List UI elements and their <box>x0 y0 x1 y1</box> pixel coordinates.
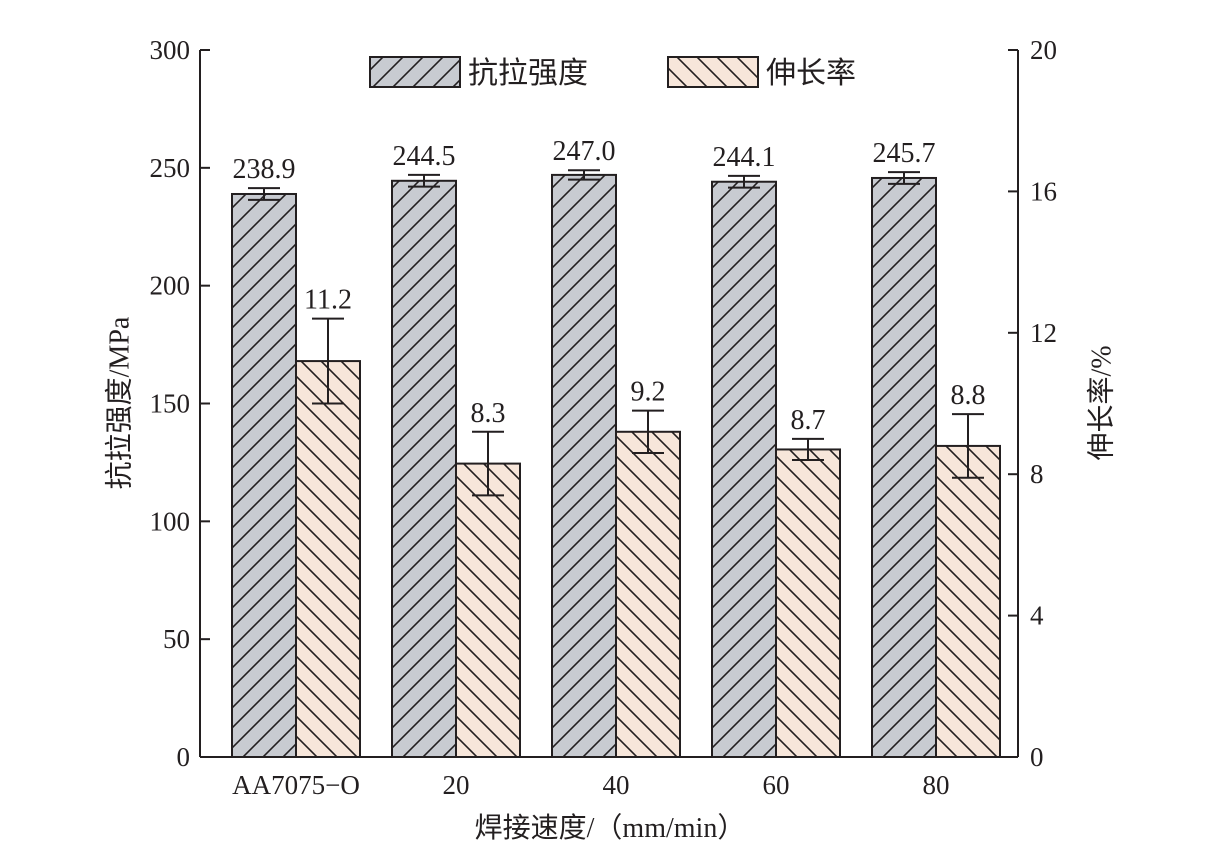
x-axis-title: 焊接速度/（mm/min） <box>475 812 746 844</box>
bar-elongation-2 <box>615 430 681 758</box>
left-tick-label-2: 100 <box>150 506 191 536</box>
legend-swatch-tensile-strength <box>369 56 461 88</box>
right-tick-label-3: 12 <box>1030 318 1057 348</box>
bars-layer <box>231 173 1001 759</box>
x-tick-label-2: 40 <box>603 770 630 800</box>
data-label-tensile-1: 244.5 <box>393 141 456 172</box>
data-label-elongation-2: 9.2 <box>631 377 666 408</box>
right-axis-title: 伸长率/% <box>1085 345 1117 460</box>
left-tick-label-6: 300 <box>150 35 191 65</box>
left-tick-label-0: 0 <box>177 742 191 772</box>
x-tick-label-1: 20 <box>443 770 470 800</box>
left-tick-label-5: 250 <box>150 153 191 183</box>
x-tick-label-3: 60 <box>763 770 790 800</box>
bar-tensile-3 <box>711 180 777 758</box>
bar-tensile-4 <box>871 176 937 759</box>
right-axis-ticks: 0 4 8 12 16 20 <box>1008 35 1057 772</box>
bar-tensile-2 <box>551 173 617 759</box>
data-label-tensile-4: 245.7 <box>873 138 936 169</box>
bar-elongation-3 <box>775 448 841 758</box>
left-tick-label-3: 150 <box>150 389 191 419</box>
data-label-tensile-3: 244.1 <box>713 142 776 173</box>
legend: 抗拉强度 伸长率 <box>369 56 856 90</box>
error-bar-elongation-0 <box>312 317 344 405</box>
left-axis-ticks: 0 50 100 150 200 250 300 <box>150 35 210 772</box>
right-tick-label-5: 20 <box>1030 35 1057 65</box>
right-tick-label-1: 4 <box>1030 601 1044 631</box>
left-tick-label-1: 50 <box>163 624 190 654</box>
error-bar-tensile-4 <box>888 171 920 185</box>
x-axis-tick-labels: AA7075−O 20 40 60 80 <box>232 770 949 800</box>
error-bar-tensile-1 <box>408 173 440 188</box>
error-bars-layer <box>248 169 984 497</box>
right-tick-label-2: 8 <box>1030 459 1044 489</box>
error-bar-elongation-3 <box>792 437 824 462</box>
left-tick-label-4: 200 <box>150 271 191 301</box>
bar-tensile-0 <box>231 192 297 759</box>
bar-elongation-0 <box>295 360 361 758</box>
legend-label-elongation: 伸长率 <box>766 57 856 90</box>
error-bar-elongation-1 <box>472 430 504 497</box>
legend-label-tensile-strength: 抗拉强度 <box>468 57 588 90</box>
error-bar-tensile-3 <box>728 174 760 189</box>
bar-tensile-1 <box>391 179 457 759</box>
data-label-tensile-0: 238.9 <box>233 154 296 185</box>
data-label-elongation-1: 8.3 <box>471 398 506 429</box>
legend-swatch-elongation <box>667 56 759 88</box>
right-tick-label-0: 0 <box>1030 742 1044 772</box>
data-label-elongation-3: 8.7 <box>791 405 826 436</box>
data-label-elongation-4: 8.8 <box>951 380 986 411</box>
error-bar-elongation-4 <box>952 413 984 479</box>
error-bar-elongation-2 <box>632 409 664 454</box>
left-axis-title: 抗拉强度/MPa <box>103 316 135 489</box>
error-bar-tensile-2 <box>568 169 600 181</box>
value-labels-layer: 238.9 11.2 244.5 8.3 247.0 9.2 244.1 8.7 245.7 8.… <box>233 136 986 436</box>
error-bar-tensile-0 <box>248 187 280 201</box>
bar-elongation-4 <box>935 444 1001 758</box>
x-tick-label-0: AA7075−O <box>232 770 360 800</box>
data-label-tensile-2: 247.0 <box>553 136 616 167</box>
right-tick-label-4: 16 <box>1030 176 1057 206</box>
bar-elongation-1 <box>455 462 521 758</box>
x-tick-label-4: 80 <box>923 770 950 800</box>
data-label-elongation-0: 11.2 <box>304 285 352 316</box>
